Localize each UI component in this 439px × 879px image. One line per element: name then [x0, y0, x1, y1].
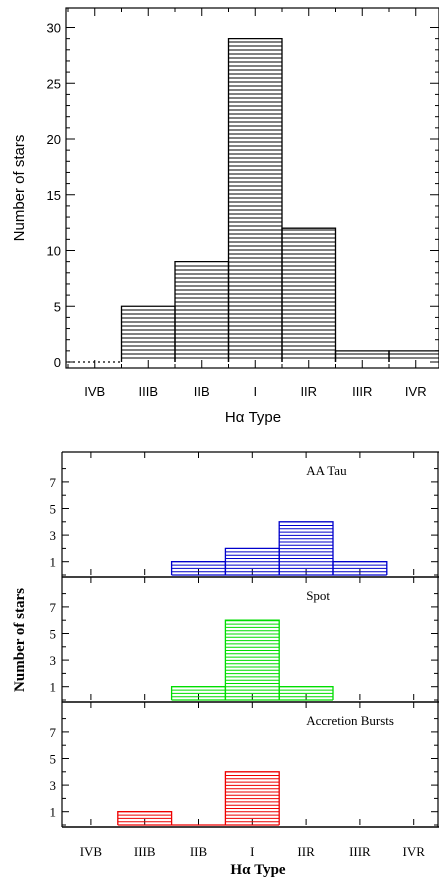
bottom-y-tick-label: 3: [50, 653, 57, 668]
bottom-y-tick-label: 3: [50, 528, 57, 543]
panel-bar: [224, 771, 280, 825]
bottom-x-tick-label: I: [250, 844, 254, 859]
top-x-tick-label: IIB: [194, 384, 210, 399]
bar-outline: [388, 350, 439, 362]
top-bar: [281, 227, 337, 362]
bar-outline: [332, 561, 388, 575]
top-x-tick-label: IIR: [300, 384, 317, 399]
top-x-tick-label: IIIB: [138, 384, 158, 399]
bottom-x-tick-label: IVB: [80, 844, 103, 859]
bar-outline: [278, 686, 334, 700]
panel-annotation: AA Tau: [306, 463, 347, 478]
top-y-tick-label: 10: [47, 244, 61, 259]
bar-outline: [174, 261, 230, 362]
panel-bar: [117, 811, 173, 825]
bar-outline: [224, 619, 280, 700]
panel-bar: [224, 619, 280, 700]
bottom-y-tick-label: 3: [50, 778, 57, 793]
bottom-y-tick-label: 5: [50, 502, 57, 517]
bottom-y-tick-label: 1: [50, 555, 57, 570]
bottom-x-tick-label: IVR: [403, 844, 426, 859]
bottom-y-tick-label: 7: [50, 600, 57, 615]
top-y-tick-label: 15: [47, 188, 61, 203]
panel-bar: [332, 561, 388, 575]
top-x-tick-label: IVR: [405, 384, 427, 399]
panel-bar: [278, 686, 334, 700]
bottom-y-tick-label: 5: [50, 752, 57, 767]
bottom-y-tick-label: 1: [50, 805, 57, 820]
top-x-tick-label: IIIR: [352, 384, 372, 399]
panel-bar: [224, 547, 280, 575]
top-y-axis-title: Number of stars: [11, 135, 28, 242]
top-y-tick-label: 5: [54, 299, 61, 314]
bottom-x-axis-title: Hα Type: [230, 862, 286, 878]
bottom-y-axis-title: Number of stars: [12, 588, 28, 692]
bottom-x-tick-label: IIIB: [134, 844, 156, 859]
top-x-tick-label: IVB: [84, 384, 105, 399]
bar-outline: [227, 38, 283, 362]
bottom-y-tick-label: 5: [50, 627, 57, 642]
bottom-x-tick-label: IIR: [297, 844, 315, 859]
bar-outline: [224, 771, 280, 825]
panel-bar: [278, 521, 334, 575]
bottom-y-tick-label: 7: [50, 725, 57, 740]
bottom-y-tick-label: 1: [50, 680, 57, 695]
top-bar: [388, 350, 439, 362]
top-y-tick-label: 0: [54, 355, 61, 370]
bar-outline: [117, 811, 173, 825]
bottom-x-tick-label: IIB: [190, 844, 208, 859]
bottom-y-tick-label: 7: [50, 475, 57, 490]
top-y-tick-label: 30: [47, 21, 61, 36]
bar-outline: [278, 521, 334, 575]
bottom-x-tick-label: IIIR: [349, 844, 371, 859]
panel-annotation: Spot: [306, 588, 330, 603]
top-plot-frame: [65, 7, 439, 369]
top-x-axis-title: Hα Type: [225, 409, 281, 426]
top-bar: [227, 38, 283, 362]
top-bar: [174, 261, 230, 362]
panel-annotation: Accretion Bursts: [306, 713, 394, 728]
bar-outline: [281, 227, 337, 362]
top-y-tick-label: 25: [47, 76, 61, 91]
top-bar: [120, 305, 176, 362]
top-y-tick-label: 20: [47, 132, 61, 147]
top-x-tick-label: I: [253, 384, 257, 399]
